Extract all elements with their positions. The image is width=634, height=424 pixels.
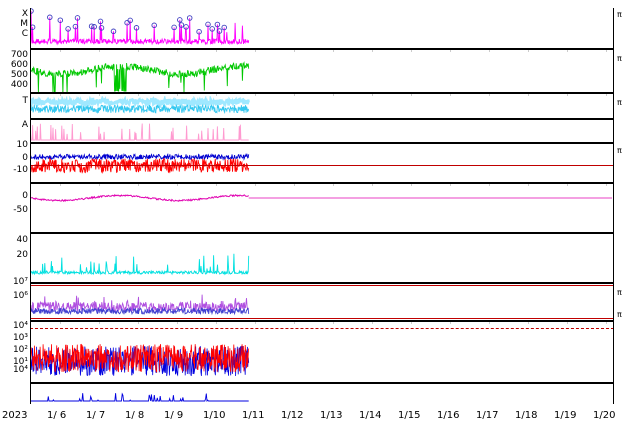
y-tick-label: 10⁴ [12, 365, 28, 375]
right-axis-mark: π [617, 98, 622, 107]
x-tick-label: 1/19 [554, 410, 577, 421]
panel-separator [30, 142, 614, 144]
panel-label-t: T [22, 96, 29, 106]
panel-label-a: A [21, 120, 28, 130]
y-tick-label: 0 [22, 191, 28, 201]
y-tick-label: 10⁷ [12, 277, 28, 287]
x-tick-label: 1/16 [437, 410, 460, 421]
x-tick-label: 1/12 [281, 410, 304, 421]
zero-reference-line [30, 164, 614, 167]
series-plot [30, 96, 250, 115]
dashed-threshold-line [30, 328, 614, 329]
panel-separator [30, 232, 614, 234]
x-tick-label: 1/ 8 [125, 410, 145, 421]
y-tick-label: -50 [13, 205, 28, 215]
series-plot [30, 61, 250, 94]
x-tick-label: 1/18 [515, 410, 538, 421]
y-axis-line [30, 8, 31, 404]
panel-separator [30, 48, 614, 50]
x-tick-label: 1/15 [398, 410, 421, 421]
x-tick-label: 1/10 [203, 410, 226, 421]
x-tick-label: 1/11 [242, 410, 265, 421]
x-tick-label: 1/17 [476, 410, 499, 421]
y-tick-label: 600 [10, 60, 28, 70]
right-axis-mark: π [617, 288, 622, 297]
panel-separator [30, 92, 614, 94]
y-tick-label: -10 [13, 165, 28, 175]
right-axis-mark: π [617, 10, 622, 19]
series-plot [30, 343, 250, 377]
panel-9 [30, 324, 614, 382]
right-axis-mark: π [617, 146, 622, 155]
y-tick-label: 10⁴ [12, 321, 28, 331]
y-tick-label: 20 [16, 250, 28, 260]
series-plot [30, 294, 250, 316]
panel-label-c: C [21, 29, 28, 39]
x-tick-label: 1/13 [320, 410, 343, 421]
panel-separator [30, 182, 614, 184]
x-tick-label: 1/20 [593, 410, 616, 421]
year-label: 2023 [2, 410, 28, 421]
x-tick-label: 1/ 6 [47, 410, 67, 421]
y-tick-label: 500 [10, 70, 28, 80]
y-tick-label: 10³ [12, 333, 28, 343]
y-tick-label: 700 [10, 50, 28, 60]
y-tick-label: 40 [16, 235, 28, 245]
right-axis-mark: π [617, 54, 622, 63]
y-tick-label: 10 [16, 140, 28, 150]
panel-4 [30, 120, 614, 142]
panel-separator [30, 282, 614, 284]
y-tick-label: 10² [12, 345, 28, 355]
panel-separator [30, 320, 614, 322]
panel-separator [30, 382, 614, 384]
panel-10 [30, 384, 614, 404]
threshold-line [30, 285, 614, 287]
panel-6 [30, 186, 614, 232]
panel-3 [30, 96, 614, 118]
y-tick-label: 400 [10, 80, 28, 90]
x-tick-label: 1/ 7 [86, 410, 106, 421]
y-tick-label: 10¹ [12, 357, 28, 367]
x-tick-label: 1/14 [359, 410, 382, 421]
right-axis-mark: π [617, 310, 622, 319]
panel-8 [30, 284, 614, 322]
panel-separator [30, 118, 614, 120]
y-tick-label: 10⁶ [12, 291, 28, 301]
series-plot [30, 8, 250, 46]
series-plot [30, 123, 249, 141]
series-plot [30, 193, 612, 203]
x-tick-label: 1/ 9 [164, 410, 184, 421]
right-axis-line [613, 8, 614, 404]
panel-2 [30, 52, 614, 94]
y-tick-label: 0 [22, 153, 28, 163]
panel-label-m: M [20, 19, 28, 29]
panel-label-x: X [21, 9, 28, 19]
panel-5 [30, 144, 614, 184]
panel-7 [30, 234, 614, 282]
panel-1 [30, 8, 614, 50]
series-plot [30, 392, 249, 403]
threshold-line-2 [30, 318, 614, 320]
series-plot [30, 253, 250, 276]
